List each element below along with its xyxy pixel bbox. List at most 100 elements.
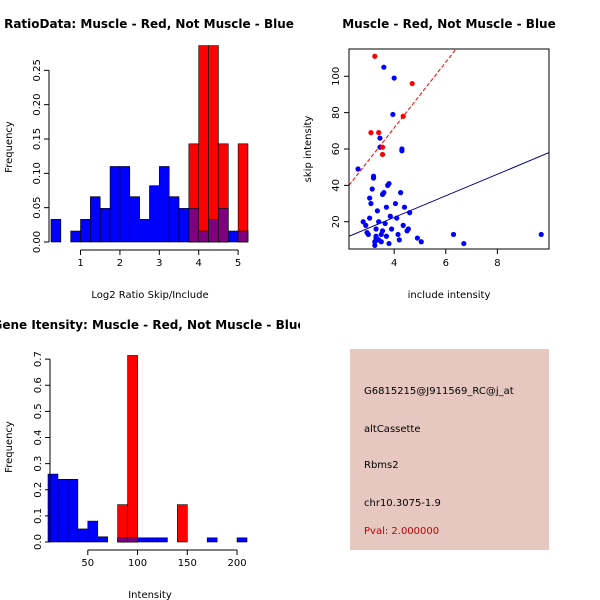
histogram-bar-not-muscle (149, 185, 160, 243)
y-tick-label: 0.5 (33, 403, 44, 419)
histogram-bar-not-muscle (206, 537, 218, 543)
y-tick-label: 60 (331, 143, 342, 156)
histogram-bar-not-muscle (99, 208, 111, 243)
histogram-bar-overlap (198, 230, 209, 243)
histogram-bar-not-muscle (157, 537, 168, 543)
histogram-bar-not-muscle (227, 230, 239, 243)
x-tick-label: 200 (227, 558, 246, 569)
histogram-bar-not-muscle (236, 537, 248, 543)
scatter-point-not-muscle (400, 222, 406, 228)
scatter-point-not-muscle (367, 215, 373, 221)
scatter-point-not-muscle (367, 195, 373, 201)
histogram-bar-not-muscle (70, 230, 81, 243)
scatter-point-not-muscle (407, 210, 413, 216)
y-tick-label: 0.7 (33, 351, 44, 367)
y-tick-label: 0.15 (32, 128, 43, 150)
scatter-point-not-muscle (418, 239, 424, 245)
x-tick-label: 4 (391, 258, 397, 269)
x-tick-label: 8 (494, 258, 500, 269)
x-tick-label: 100 (128, 558, 147, 569)
histogram-bar-muscle (208, 45, 219, 243)
y-tick-label: 40 (331, 179, 342, 192)
histogram-bar-not-muscle (77, 528, 89, 543)
scatter-point-not-muscle (381, 190, 387, 196)
scatter-point-not-muscle (450, 231, 457, 238)
scatter-point-not-muscle (390, 111, 396, 118)
scatter-point-not-muscle (398, 190, 404, 196)
event-type-text: altCassette (364, 424, 421, 435)
histogram-bar-overlap (218, 208, 229, 243)
scatter-ylabel: skip intensity (303, 116, 314, 183)
x-tick-label: 5 (235, 258, 241, 269)
histogram-bar-not-muscle (50, 219, 62, 243)
location-text: chr10.3075-1.9 (364, 498, 441, 509)
scatter-point-muscle (379, 151, 386, 158)
y-tick-label: 20 (331, 215, 342, 228)
scatter-point-not-muscle (391, 75, 397, 81)
histogram-bar-not-muscle (97, 536, 108, 543)
scatter-point-not-muscle (386, 180, 392, 187)
histogram-bar-not-muscle (139, 219, 150, 243)
scatter-point-not-muscle (369, 186, 375, 192)
histogram-bar-not-muscle (119, 166, 131, 243)
x-tick-label: 150 (178, 558, 197, 569)
y-tick-label: 0.05 (32, 197, 43, 219)
scatter-point-not-muscle (376, 219, 382, 225)
ratio-histogram-ylabel: Frequency (4, 121, 15, 173)
scatter-point-not-muscle (377, 135, 383, 141)
scatter-point-not-muscle (379, 228, 386, 234)
scatter-point-not-muscle (388, 226, 395, 232)
histogram-bar-not-muscle (129, 196, 140, 243)
scatter-point-muscle (368, 130, 374, 136)
scatter-xlabel: include intensity (408, 290, 491, 301)
scatter-point-not-muscle (382, 220, 388, 227)
scatter-point-not-muscle (360, 219, 366, 225)
x-tick-label: 4 (196, 258, 202, 269)
x-tick-label: 2 (117, 258, 123, 269)
histogram-bar-muscle (177, 504, 188, 543)
histogram-bar-not-muscle (109, 166, 121, 243)
histogram-bar-muscle (198, 45, 209, 243)
pval-text: Pval: 2.000000 (364, 526, 440, 537)
x-tick-label: 50 (81, 558, 94, 569)
probe-id-text: G6815215@J911569_RC@j_at (364, 386, 514, 397)
histogram-bar-not-muscle (178, 208, 190, 243)
ratio-histogram-title: RatioData: Muscle - Red, Not Muscle - Bl… (4, 17, 294, 31)
histogram-bar-overlap (188, 208, 200, 243)
scatter-point-not-muscle (386, 240, 392, 247)
ratio-histogram: RatioData: Muscle - Red, Not Muscle - Bl… (4, 17, 294, 301)
scatter-point-muscle (379, 144, 386, 150)
gene-histogram-ylabel: Frequency (4, 421, 15, 473)
x-tick-label: 6 (443, 258, 449, 269)
scatter-point-not-muscle (392, 200, 399, 207)
scatter-point-not-muscle (363, 222, 369, 228)
scatter-point-muscle (409, 80, 415, 87)
histogram-bar-muscle (117, 504, 128, 543)
y-tick-label: 0.1 (33, 508, 44, 524)
y-tick-label: 0.4 (33, 430, 44, 446)
scatter-point-muscle (372, 53, 378, 59)
histogram-bar-not-muscle (137, 537, 148, 543)
not-muscle-fit-line (349, 152, 549, 237)
histogram-bar-overlap (237, 230, 249, 243)
scatter-point-not-muscle (372, 242, 378, 248)
histogram-bar-overlap (127, 537, 138, 543)
histogram-bar-not-muscle (87, 520, 99, 543)
scatter-point-not-muscle (399, 146, 405, 152)
scatter-point-not-muscle (461, 240, 467, 247)
scatter-point-not-muscle (396, 237, 402, 243)
info-panel: G6815215@J911569_RC@j_at altCassette Rbm… (350, 349, 549, 550)
histogram-bar-not-muscle (90, 196, 101, 243)
y-tick-label: 100 (331, 67, 342, 86)
gene-intensity-histogram: Gene Itensity: Muscle - Red, Not Muscle … (0, 318, 300, 600)
histogram-bar-muscle (237, 143, 249, 243)
scatter-point-not-muscle (376, 237, 382, 243)
scatter-point-not-muscle (414, 235, 420, 241)
scatter-point-not-muscle (381, 64, 387, 70)
y-tick-label: 0.10 (32, 162, 43, 184)
y-tick-label: 0.25 (32, 59, 43, 81)
scatter-title: Muscle - Red, Not Muscle - Blue (342, 17, 556, 31)
scatter-point-not-muscle (368, 200, 374, 207)
histogram-bar-muscle (127, 355, 138, 543)
gene-histogram-xlabel: Intensity (128, 590, 172, 600)
